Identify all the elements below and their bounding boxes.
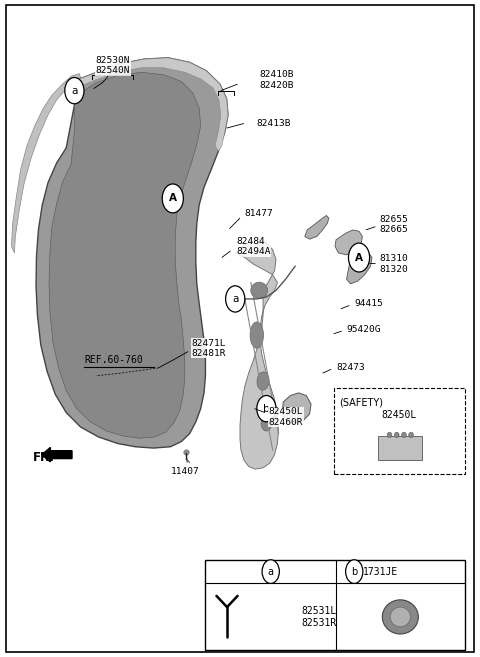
Circle shape bbox=[162, 184, 183, 213]
Circle shape bbox=[346, 560, 363, 583]
Ellipse shape bbox=[390, 607, 410, 627]
Text: 82450L
82460R: 82450L 82460R bbox=[269, 407, 303, 427]
Text: 82655
82665: 82655 82665 bbox=[379, 215, 408, 235]
Text: A: A bbox=[169, 193, 177, 204]
Text: 11407: 11407 bbox=[170, 467, 199, 476]
Polygon shape bbox=[347, 253, 372, 284]
Bar bbox=[334, 388, 465, 474]
Text: 82531L
82531R: 82531L 82531R bbox=[301, 606, 337, 627]
Polygon shape bbox=[36, 58, 228, 448]
Text: 82484
82494A: 82484 82494A bbox=[236, 237, 271, 256]
Text: 82473: 82473 bbox=[336, 363, 365, 373]
Ellipse shape bbox=[251, 283, 268, 298]
Polygon shape bbox=[76, 58, 228, 151]
Polygon shape bbox=[335, 230, 362, 255]
Polygon shape bbox=[49, 72, 201, 438]
Text: 82450L: 82450L bbox=[382, 409, 417, 420]
Ellipse shape bbox=[382, 600, 418, 634]
Ellipse shape bbox=[257, 372, 269, 390]
Polygon shape bbox=[236, 240, 278, 469]
Polygon shape bbox=[305, 215, 329, 239]
FancyArrow shape bbox=[42, 447, 72, 462]
Text: (SAFETY): (SAFETY) bbox=[339, 397, 384, 407]
Circle shape bbox=[226, 286, 245, 312]
Text: a: a bbox=[71, 85, 78, 96]
Text: 82410B
82420B: 82410B 82420B bbox=[259, 70, 294, 90]
Ellipse shape bbox=[395, 432, 399, 438]
Polygon shape bbox=[82, 62, 203, 220]
Ellipse shape bbox=[387, 432, 392, 438]
Text: 81310
81320: 81310 81320 bbox=[379, 254, 408, 274]
Text: 81477: 81477 bbox=[245, 209, 274, 218]
Polygon shape bbox=[377, 436, 422, 460]
Text: 82471L
82481R: 82471L 82481R bbox=[191, 338, 226, 358]
Text: b: b bbox=[263, 403, 270, 414]
Text: a: a bbox=[232, 294, 239, 304]
Text: b: b bbox=[351, 566, 358, 577]
Ellipse shape bbox=[401, 432, 406, 438]
Bar bbox=[205, 560, 465, 650]
Text: 82530N
82540N: 82530N 82540N bbox=[96, 56, 130, 76]
Circle shape bbox=[65, 78, 84, 104]
Text: a: a bbox=[268, 566, 274, 577]
Polygon shape bbox=[12, 74, 81, 253]
Text: FR.: FR. bbox=[33, 451, 55, 464]
Ellipse shape bbox=[250, 322, 264, 348]
Text: REF.60-760: REF.60-760 bbox=[84, 355, 143, 365]
Circle shape bbox=[257, 396, 276, 422]
Text: 94415: 94415 bbox=[354, 299, 383, 308]
Circle shape bbox=[348, 243, 370, 272]
Text: 1731JE: 1731JE bbox=[363, 566, 398, 577]
Text: 95420G: 95420G bbox=[347, 325, 381, 334]
Ellipse shape bbox=[261, 417, 272, 431]
Circle shape bbox=[262, 560, 279, 583]
Text: 82413B: 82413B bbox=[257, 119, 291, 128]
Text: A: A bbox=[355, 252, 363, 263]
Ellipse shape bbox=[408, 432, 413, 438]
Polygon shape bbox=[282, 393, 311, 424]
